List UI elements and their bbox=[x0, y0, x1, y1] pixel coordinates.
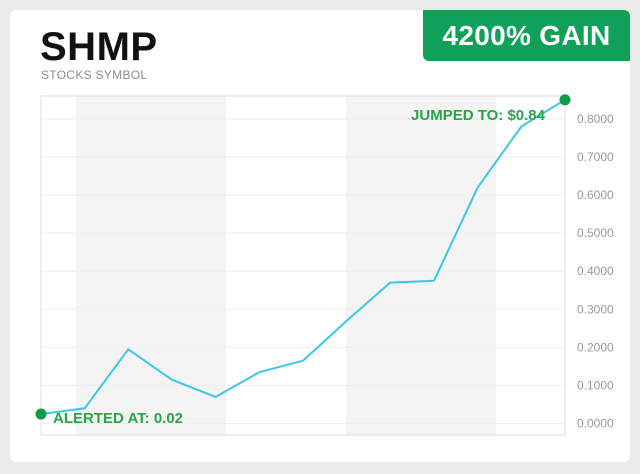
stock-symbol: SHMP bbox=[40, 25, 158, 69]
y-tick-label: 0.6000 bbox=[577, 188, 614, 202]
y-tick-label: 0.8000 bbox=[577, 112, 614, 126]
price-line bbox=[40, 98, 566, 416]
plot-frame bbox=[40, 95, 566, 436]
background-band bbox=[346, 96, 496, 435]
y-tick-label: 0.5000 bbox=[577, 226, 614, 240]
gain-badge: 4200% GAIN bbox=[423, 10, 630, 61]
y-tick-label: 0.0000 bbox=[577, 417, 614, 431]
end-point-marker bbox=[559, 94, 571, 106]
y-tick-label: 0.4000 bbox=[577, 264, 614, 278]
stock-symbol-caption: STOCKS SYMBOL bbox=[41, 68, 148, 82]
y-tick-label: 0.7000 bbox=[577, 150, 614, 164]
start-point-marker bbox=[35, 408, 47, 420]
y-tick-label: 0.2000 bbox=[577, 340, 614, 354]
y-tick-label: 0.1000 bbox=[577, 378, 614, 392]
alerted-at-label: ALERTED AT: 0.02 bbox=[53, 410, 183, 427]
background-band bbox=[76, 96, 226, 435]
y-tick-label: 0.3000 bbox=[577, 302, 614, 316]
jumped-to-label: JUMPED TO: $0.84 bbox=[411, 107, 546, 124]
